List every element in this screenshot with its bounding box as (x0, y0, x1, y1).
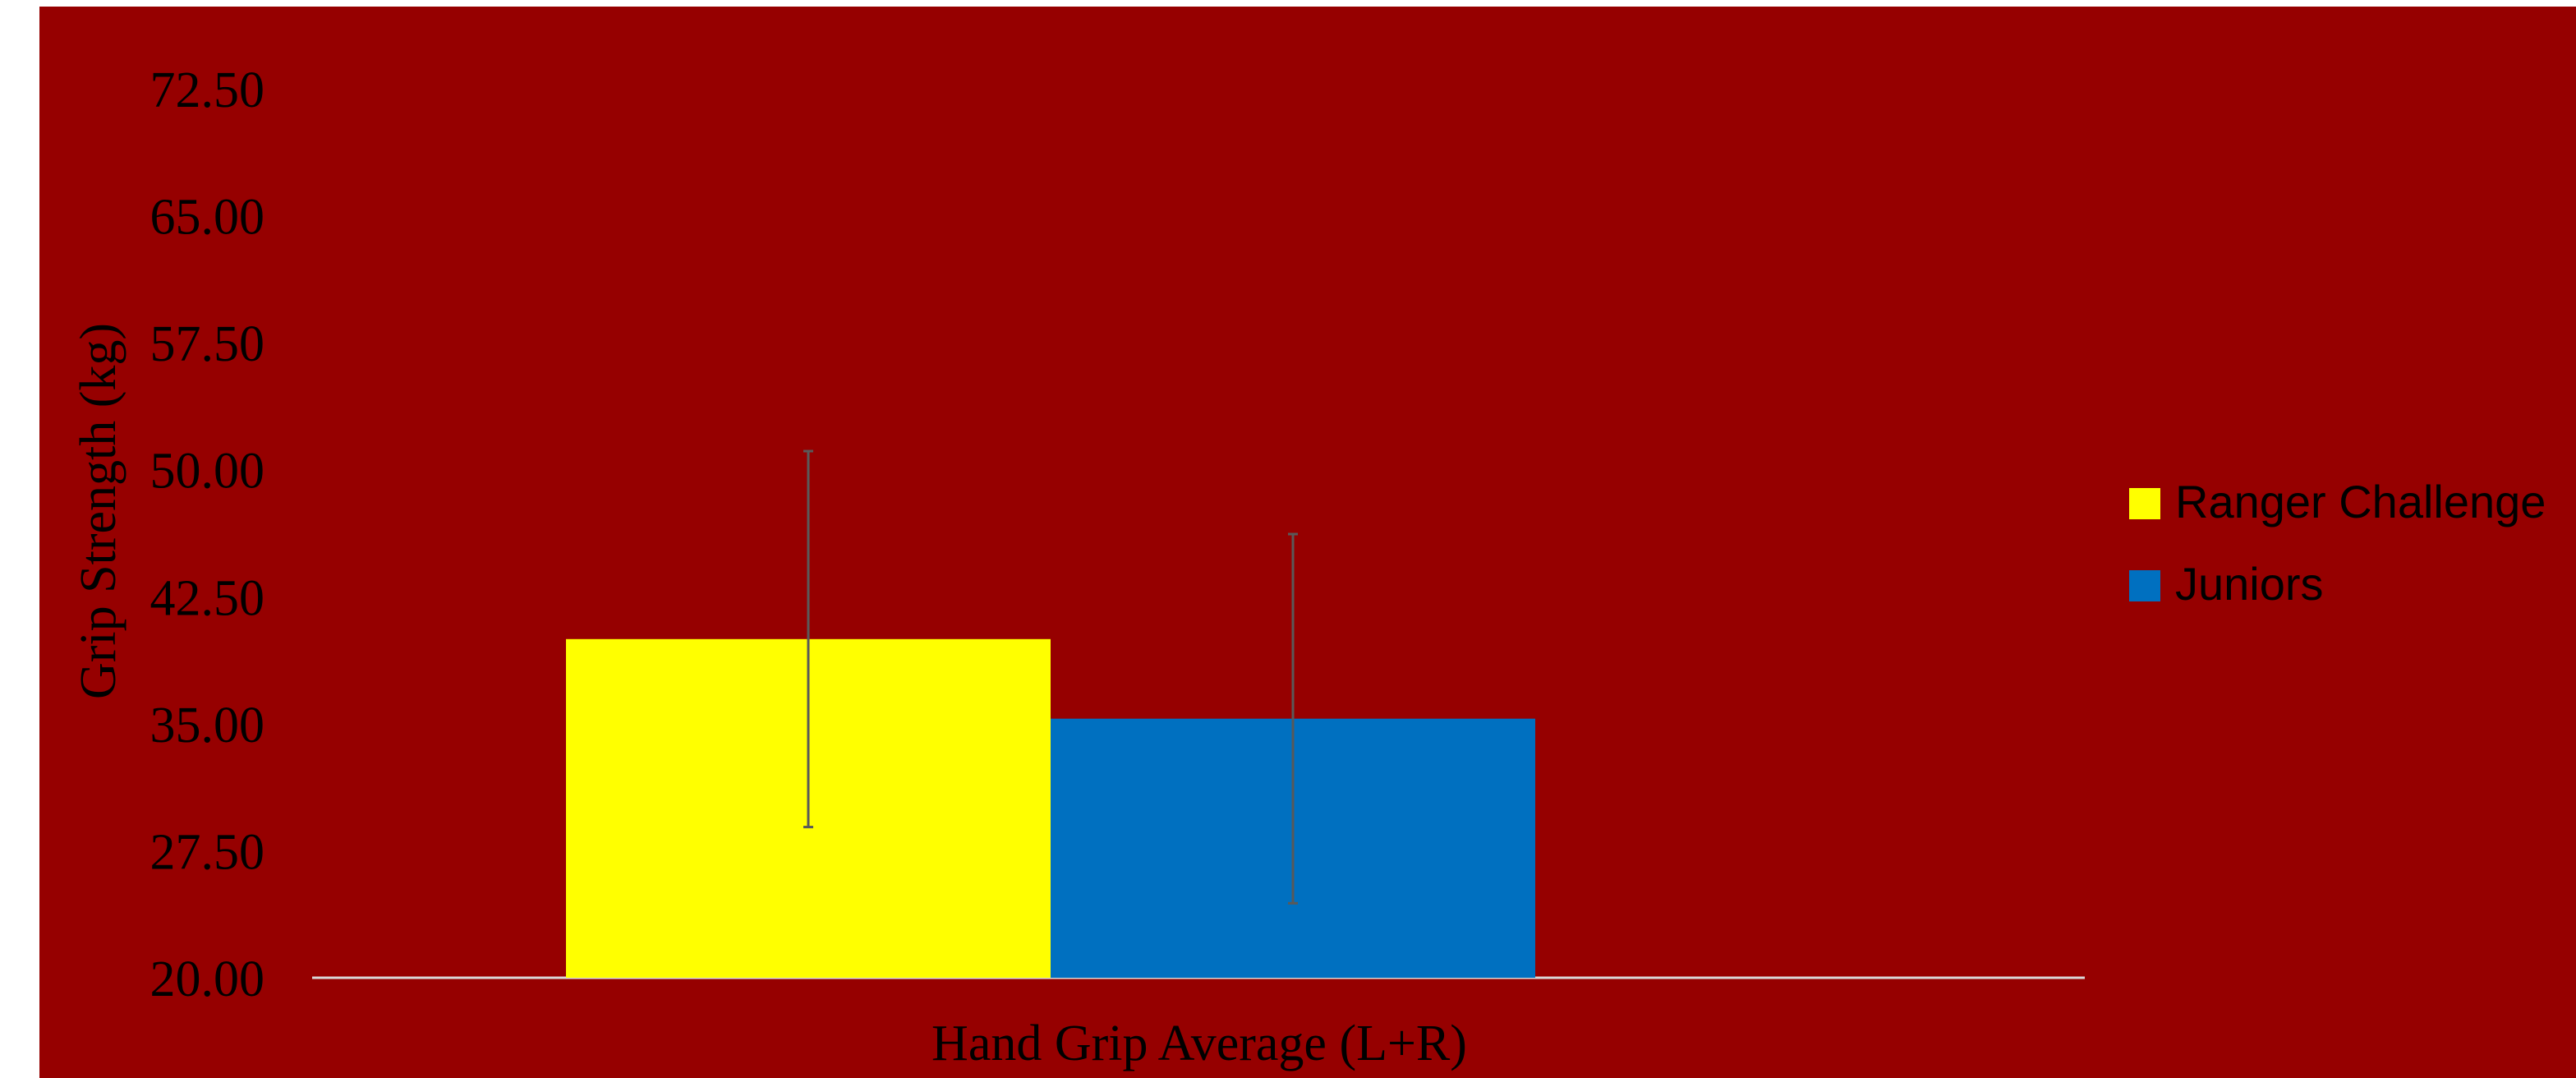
y-tick-label: 50.00 (150, 444, 265, 500)
y-tick-label: 27.50 (150, 824, 265, 880)
legend-label: Juniors (2175, 558, 2324, 610)
y-tick-label: 35.00 (150, 698, 265, 753)
y-tick-label: 65.00 (150, 190, 265, 246)
y-axis-label: Grip Strength (kg) (71, 323, 126, 699)
legend-label: Ranger Challenge (2175, 476, 2546, 527)
y-tick-label: 20.00 (150, 951, 265, 1007)
y-tick-label: 72.50 (150, 62, 265, 118)
y-axis-ticks: 20.00 27.50 35.00 42.50 50.00 57.50 65.00 72.50 (150, 62, 265, 1007)
y-tick-label: 57.50 (150, 316, 265, 372)
y-tick-label: 42.50 (150, 570, 265, 626)
legend-swatch-juniors (2129, 570, 2160, 601)
legend-swatch-ranger-challenge (2129, 488, 2160, 519)
error-bars-group (803, 449, 1298, 905)
legend: Ranger Challenge Juniors (2129, 476, 2546, 610)
x-axis-label: Hand Grip Average (L+R) (932, 1016, 1467, 1071)
